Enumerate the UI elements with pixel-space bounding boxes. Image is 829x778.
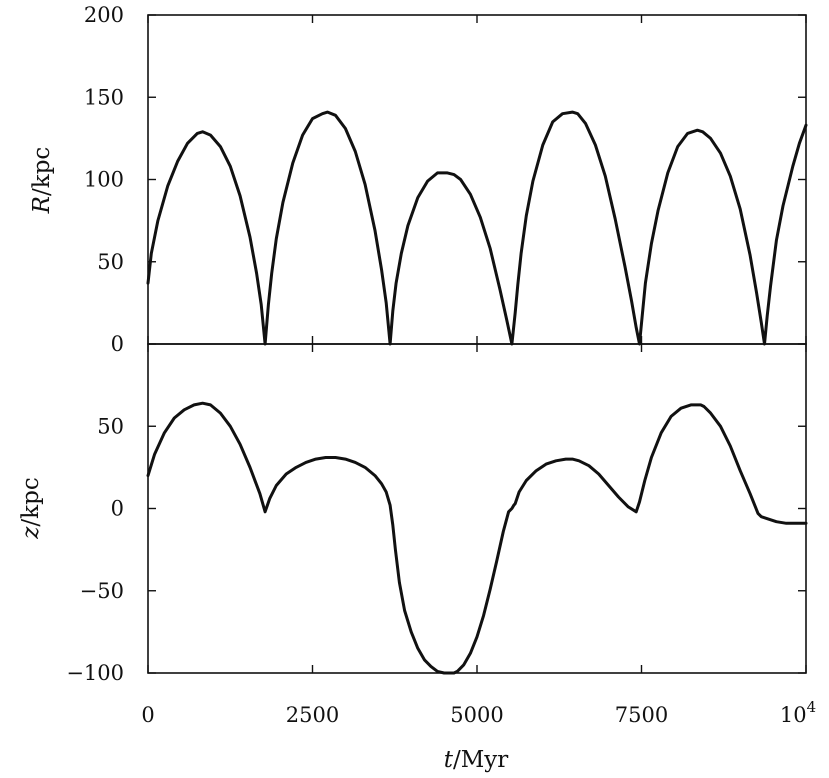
- r-y-axis-label: R/kpc: [29, 147, 55, 215]
- r-y-tick-label: 0: [111, 332, 124, 356]
- x-tick-label: 7500: [615, 703, 668, 727]
- x-tick-label: 2500: [286, 703, 339, 727]
- z-panel: −100 −50 0 50 0 2500 5000 7500 104 z/kpc t/Myr: [18, 343, 816, 773]
- r-panel: 0 50 100 150 200 R/kpc: [29, 3, 808, 356]
- z-series-line: [146, 401, 808, 675]
- x-axis-label: t/Myr: [444, 747, 509, 773]
- x-tick-label-last: 104: [780, 698, 816, 727]
- x-ticks: 0 2500 5000 7500 104: [141, 344, 816, 727]
- x-tick-label: 5000: [450, 703, 503, 727]
- z-y-ticks: −100 −50 0 50: [66, 414, 806, 685]
- z-y-tick-label: 0: [111, 497, 124, 521]
- r-y-ticks: 0 50 100 150 200: [84, 3, 807, 356]
- z-y-axis-label: z/kpc: [18, 477, 44, 539]
- z-panel-frame: [147, 343, 807, 674]
- r-y-tick-label: 100: [84, 168, 124, 192]
- r-series-line: [146, 110, 808, 346]
- x-tick-label: 0: [141, 703, 154, 727]
- z-y-tick-label: 50: [97, 414, 124, 438]
- z-y-tick-label: −100: [66, 661, 124, 685]
- r-y-tick-label: 200: [84, 3, 124, 27]
- r-y-tick-label: 50: [97, 250, 124, 274]
- r-panel-frame: [147, 14, 807, 345]
- r-y-tick-label: 150: [84, 85, 124, 109]
- z-y-tick-label: −50: [80, 579, 124, 603]
